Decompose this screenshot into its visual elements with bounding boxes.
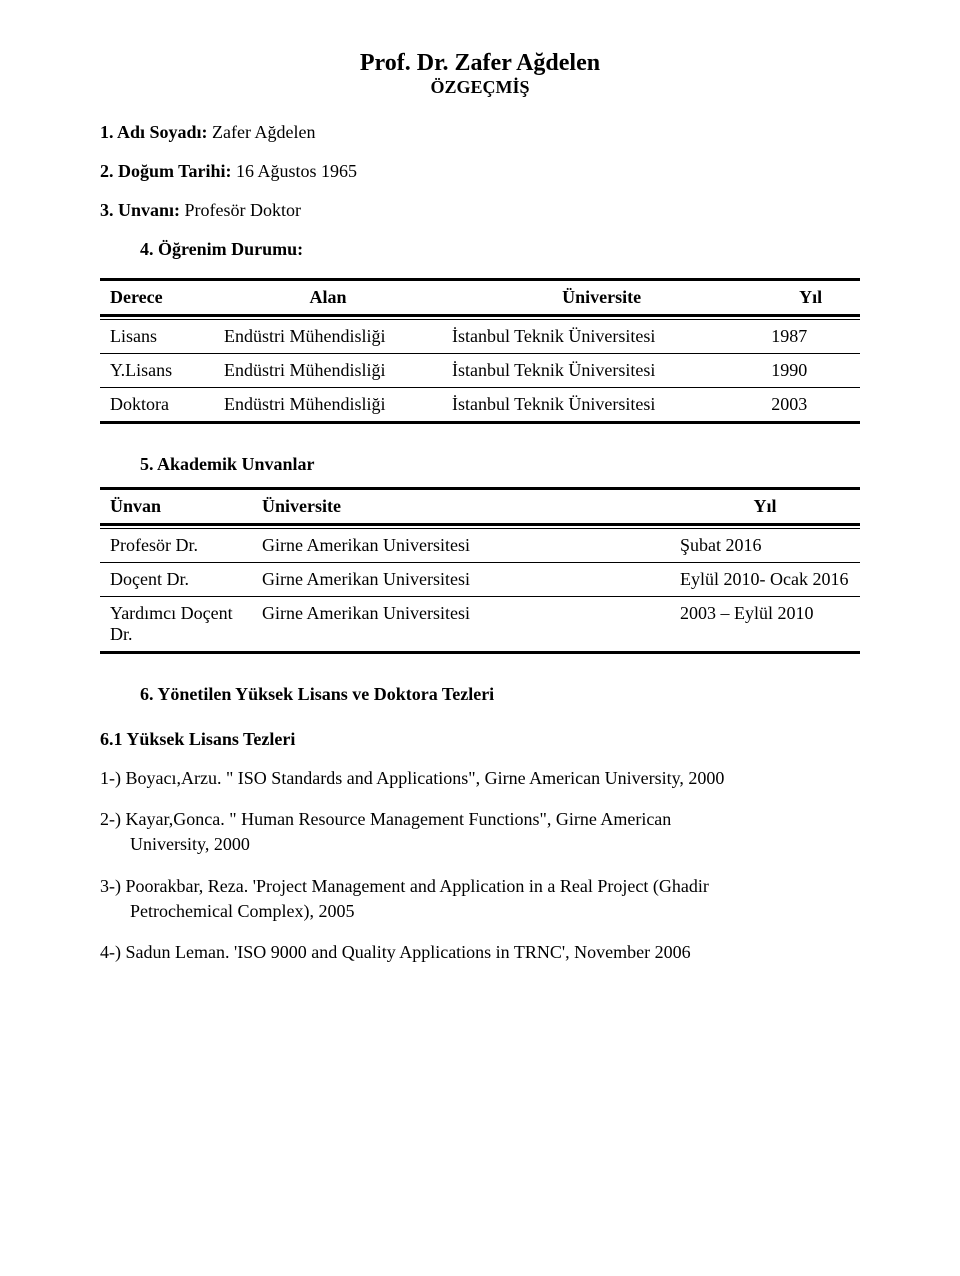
thesis-text-cont: Petrochemical Complex), 2005 (130, 899, 860, 924)
thesis-heading: 6. Yönetilen Yüksek Lisans ve Doktora Te… (140, 684, 860, 705)
thesis-text: 3-) Poorakbar, Reza. 'Project Management… (100, 876, 709, 896)
edu-hdr-degree: Derece (100, 280, 214, 316)
thesis-text: 4-) Sadun Leman. 'ISO 9000 and Quality A… (100, 942, 691, 962)
edu-cell-year: 1987 (761, 320, 860, 354)
edu-hdr-university: Üniversite (442, 280, 761, 316)
titles-cell-university: Girne Amerikan Universitesi (252, 529, 670, 563)
info-name: 1. Adı Soyadı: Zafer Ağdelen (100, 122, 860, 143)
thesis-item: 2-) Kayar,Gonca. " Human Resource Manage… (100, 807, 860, 857)
education-row: Y.Lisans Endüstri Mühendisliği İstanbul … (100, 354, 860, 388)
titles-row: Yardımcı Doçent Dr. Girne Amerikan Unive… (100, 597, 860, 653)
titles-cell-title: Yardımcı Doçent Dr. (100, 597, 252, 653)
info-title: 3. Unvanı: Profesör Doktor (100, 200, 860, 221)
titles-cell-title: Doçent Dr. (100, 563, 252, 597)
page-subtitle: ÖZGEÇMİŞ (100, 77, 860, 98)
titles-hdr-year: Yıl (670, 489, 860, 525)
titles-row: Profesör Dr. Girne Amerikan Universitesi… (100, 529, 860, 563)
titles-cell-title: Profesör Dr. (100, 529, 252, 563)
titles-row: Doçent Dr. Girne Amerikan Universitesi E… (100, 563, 860, 597)
titles-header-row: Ünvan Üniversite Yıl (100, 489, 860, 525)
thesis-text: 1-) Boyacı,Arzu. " ISO Standards and App… (100, 768, 724, 788)
thesis-sub-heading: 6.1 Yüksek Lisans Tezleri (100, 729, 860, 750)
edu-cell-degree: Doktora (100, 388, 214, 423)
education-table: Derece Alan Üniversite Yıl Lisans Endüst… (100, 278, 860, 424)
edu-cell-degree: Lisans (100, 320, 214, 354)
info-birthdate: 2. Doğum Tarihi: 16 Ağustos 1965 (100, 161, 860, 182)
edu-cell-year: 1990 (761, 354, 860, 388)
thesis-text-cont: University, 2000 (130, 832, 860, 857)
titles-cell-year: 2003 – Eylül 2010 (670, 597, 860, 653)
edu-cell-university: İstanbul Teknik Üniversitesi (442, 320, 761, 354)
titles-cell-year: Eylül 2010- Ocak 2016 (670, 563, 860, 597)
titles-hdr-title: Ünvan (100, 489, 252, 525)
titles-cell-university: Girne Amerikan Universitesi (252, 597, 670, 653)
titles-cell-year: Şubat 2016 (670, 529, 860, 563)
academic-titles-heading: 5. Akademik Unvanlar (140, 454, 860, 475)
info-name-value: Zafer Ağdelen (208, 122, 316, 142)
education-row: Lisans Endüstri Mühendisliği İstanbul Te… (100, 320, 860, 354)
titles-cell-university: Girne Amerikan Universitesi (252, 563, 670, 597)
edu-cell-field: Endüstri Mühendisliği (214, 354, 442, 388)
info-title-label: 3. Unvanı: (100, 200, 180, 220)
thesis-item: 4-) Sadun Leman. 'ISO 9000 and Quality A… (100, 940, 860, 965)
edu-hdr-year: Yıl (761, 280, 860, 316)
thesis-item: 1-) Boyacı,Arzu. " ISO Standards and App… (100, 766, 860, 791)
thesis-text: 2-) Kayar,Gonca. " Human Resource Manage… (100, 809, 671, 829)
edu-cell-year: 2003 (761, 388, 860, 423)
education-row: Doktora Endüstri Mühendisliği İstanbul T… (100, 388, 860, 423)
info-title-value: Profesör Doktor (180, 200, 301, 220)
info-birthdate-label: 2. Doğum Tarihi: (100, 161, 232, 181)
edu-cell-field: Endüstri Mühendisliği (214, 388, 442, 423)
title-block: Prof. Dr. Zafer Ağdelen ÖZGEÇMİŞ (100, 50, 860, 98)
info-name-label: 1. Adı Soyadı: (100, 122, 208, 142)
info-education-heading: 4. Öğrenim Durumu: (140, 239, 860, 260)
edu-cell-field: Endüstri Mühendisliği (214, 320, 442, 354)
page-title: Prof. Dr. Zafer Ağdelen (100, 50, 860, 77)
edu-cell-university: İstanbul Teknik Üniversitesi (442, 354, 761, 388)
edu-hdr-field: Alan (214, 280, 442, 316)
edu-cell-degree: Y.Lisans (100, 354, 214, 388)
thesis-item: 3-) Poorakbar, Reza. 'Project Management… (100, 874, 860, 924)
edu-cell-university: İstanbul Teknik Üniversitesi (442, 388, 761, 423)
titles-hdr-university: Üniversite (252, 489, 670, 525)
cv-page: Prof. Dr. Zafer Ağdelen ÖZGEÇMİŞ 1. Adı … (0, 0, 960, 1276)
info-birthdate-value: 16 Ağustos 1965 (232, 161, 358, 181)
education-header-row: Derece Alan Üniversite Yıl (100, 280, 860, 316)
titles-table: Ünvan Üniversite Yıl Profesör Dr. Girne … (100, 487, 860, 654)
